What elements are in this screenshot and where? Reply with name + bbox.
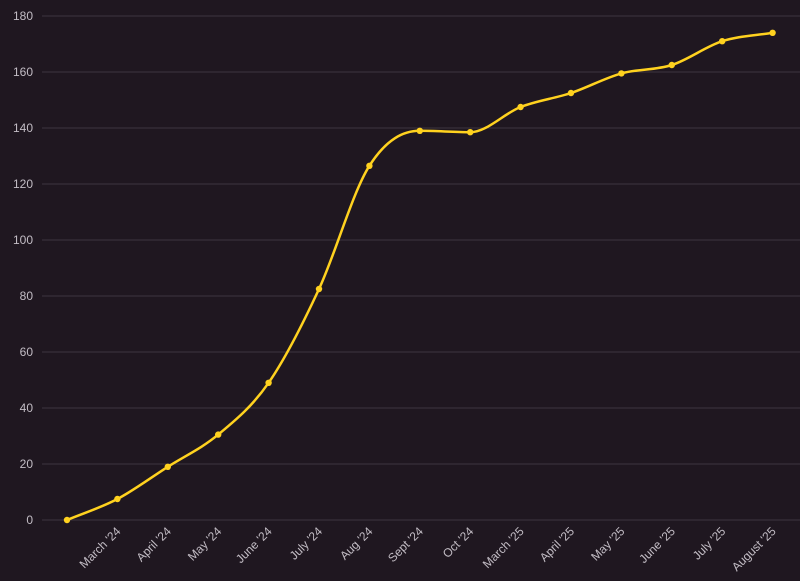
y-tick-label: 40 xyxy=(20,401,34,415)
x-tick-label: August '25 xyxy=(729,524,779,574)
x-tick-label: March '25 xyxy=(480,524,527,571)
data-point xyxy=(517,103,524,111)
y-tick-label: 0 xyxy=(26,513,33,527)
grid xyxy=(42,15,800,521)
data-point xyxy=(618,70,625,77)
data-point xyxy=(366,162,373,169)
data-point xyxy=(416,127,423,134)
x-tick-label: July '24 xyxy=(287,524,326,563)
data-point xyxy=(719,38,726,45)
y-tick-label: 60 xyxy=(20,345,34,359)
y-tick-label: 180 xyxy=(13,9,33,23)
x-tick-label: Aug '24 xyxy=(337,524,376,563)
y-tick-label: 140 xyxy=(13,121,33,135)
data-point xyxy=(567,89,575,97)
x-tick-label: April '24 xyxy=(134,524,175,565)
x-tick-label: June '24 xyxy=(233,524,275,566)
y-tick-label: 160 xyxy=(13,65,33,79)
series-line xyxy=(65,31,774,522)
y-axis-ticks: 0 20 40 60 80 100 120 140 160 180 xyxy=(13,9,33,527)
data-point xyxy=(164,463,171,470)
x-tick-label: Oct '24 xyxy=(440,524,477,561)
x-tick-label: Sept '24 xyxy=(385,524,426,565)
y-tick-label: 120 xyxy=(13,177,33,191)
data-point xyxy=(668,61,675,69)
x-tick-label: May '24 xyxy=(185,524,225,564)
data-point xyxy=(769,29,776,36)
x-tick-label: May '25 xyxy=(588,524,628,564)
data-point xyxy=(114,495,121,503)
x-tick-label: March '24 xyxy=(77,524,124,571)
x-tick-label: July '25 xyxy=(690,524,729,563)
x-tick-label: June '25 xyxy=(636,524,678,566)
data-point xyxy=(315,285,323,293)
y-tick-label: 80 xyxy=(20,289,34,303)
x-axis-ticks: March '24 April '24 May '24 June '24 July '2… xyxy=(77,524,779,574)
data-point xyxy=(63,516,71,524)
y-tick-label: 100 xyxy=(13,233,33,247)
data-point xyxy=(215,431,222,438)
data-point xyxy=(467,129,474,136)
data-point xyxy=(265,379,272,386)
series-layer xyxy=(63,29,776,524)
y-tick-label: 20 xyxy=(20,457,34,471)
x-tick-label: April '25 xyxy=(537,524,578,565)
